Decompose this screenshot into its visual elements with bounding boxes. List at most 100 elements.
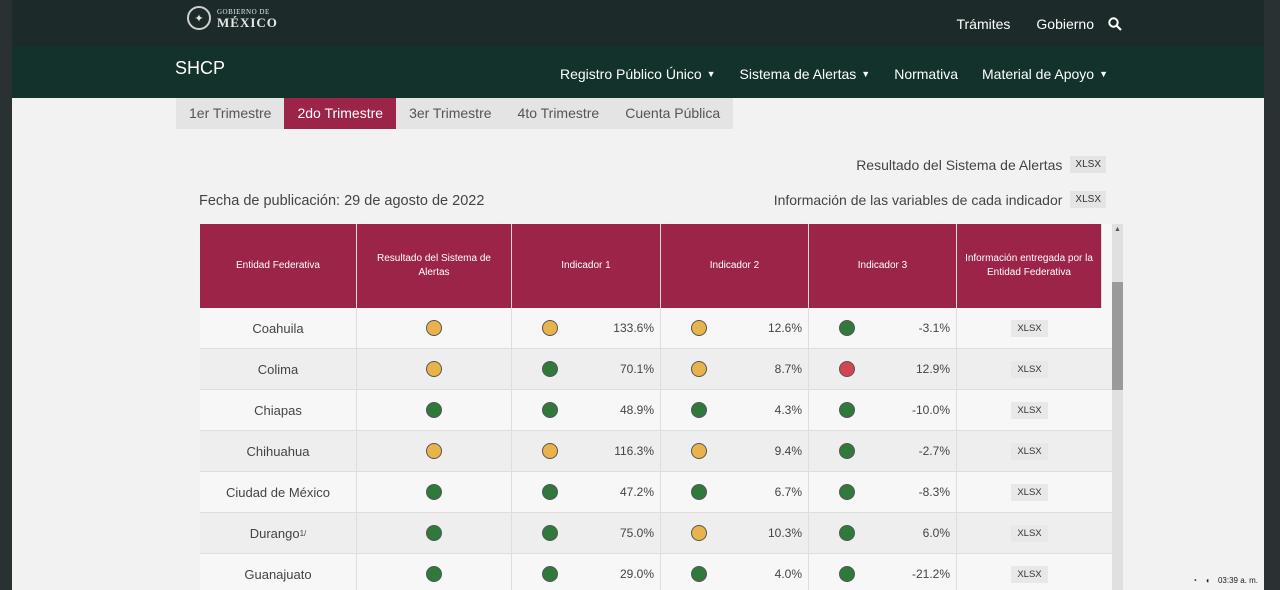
indicador-3-cell: -3.1%	[809, 308, 957, 348]
table-scrollbar[interactable]	[1112, 224, 1123, 590]
tab-1er-trimestre[interactable]: 1er Trimestre	[189, 105, 272, 121]
entidad-cell: Durango 1/	[200, 513, 357, 553]
informacion-cell: XLSX	[957, 431, 1102, 471]
xlsx-download-button[interactable]: XLSX	[1011, 360, 1048, 378]
xlsx-download-button[interactable]: XLSX	[1011, 565, 1048, 583]
chevron-down-icon: ▼	[706, 69, 716, 79]
indicador-2-value: 6.7%	[774, 485, 802, 499]
indicador-1-cell: 133.6%	[512, 308, 661, 348]
header-indicador-3: Indicador 3	[809, 224, 957, 308]
system-tray: ◔ ◖ 03:39 a. m.	[1124, 570, 1264, 590]
indicador-1-cell: 47.2%	[512, 472, 661, 512]
indicador-1-value: 70.1%	[619, 362, 654, 376]
monitor-bezel-left	[0, 0, 12, 590]
indicador-3-value: 6.0%	[922, 526, 950, 540]
header-resultado: Resultado del Sistema de Alertas	[357, 224, 512, 308]
xlsx-download-button[interactable]: XLSX	[1011, 401, 1048, 419]
monitor-bezel-right	[1264, 0, 1280, 590]
informacion-xlsx-button[interactable]: XLSX	[1070, 191, 1106, 208]
indicador-3-cell: 6.0%	[809, 513, 957, 553]
informacion-cell: XLSX	[957, 472, 1102, 512]
status-dot-icon	[426, 443, 442, 459]
status-dot-icon	[426, 484, 442, 500]
search-icon[interactable]	[1108, 17, 1122, 36]
status-dot-icon	[542, 566, 558, 582]
indicador-1-cell: 75.0%	[512, 513, 661, 553]
indicador-2-value: 9.4%	[774, 444, 802, 458]
gobierno-link[interactable]: Gobierno	[1036, 16, 1094, 32]
indicador-3-value: -21.2%	[911, 567, 950, 581]
agency-nav: Registro Público Único ▼ Sistema de Alert…	[560, 66, 1108, 82]
xlsx-download-button[interactable]: XLSX	[1011, 524, 1048, 542]
tab-3er-trimestre[interactable]: 3er Trimestre	[409, 105, 492, 121]
scrollbar-thumb[interactable]	[1112, 282, 1123, 390]
wifi-icon[interactable]: ◔	[1192, 575, 1198, 585]
indicador-2-cell: 8.7%	[661, 349, 809, 389]
indicador-1-cell: 29.0%	[512, 554, 661, 590]
status-dot-icon	[542, 320, 558, 336]
entidad-cell: Chiapas	[200, 390, 357, 430]
table-row: Chihuahua 116.3% 9.4% -2.7% XLSX	[200, 431, 1112, 472]
resultado-cell	[357, 554, 512, 590]
resultado-xlsx-button[interactable]: XLSX	[1070, 156, 1106, 173]
clock[interactable]: 03:39 a. m.	[1217, 575, 1258, 585]
indicador-2-value: 10.3%	[767, 526, 802, 540]
status-dot-icon	[426, 525, 442, 541]
entidad-cell: Coahuila	[200, 308, 357, 348]
resultado-link[interactable]: Resultado del Sistema de Alertas	[856, 156, 1063, 173]
indicador-1-value: 48.9%	[619, 403, 654, 417]
status-dot-icon	[691, 320, 707, 336]
agency-header: SHCP Registro Público Único ▼ Sistema de …	[12, 46, 1264, 98]
logo-main-text: MÉXICO	[217, 14, 278, 30]
volume-icon[interactable]: ◖	[1205, 575, 1210, 585]
informacion-cell: XLSX	[957, 554, 1102, 590]
status-dot-icon	[542, 443, 558, 459]
xlsx-download-button[interactable]: XLSX	[1011, 483, 1048, 501]
indicador-3-value: -8.3%	[918, 485, 950, 499]
nav-sistema-de-alertas[interactable]: Sistema de Alertas ▼	[739, 66, 871, 82]
nav-material-de-apoyo[interactable]: Material de Apoyo ▼	[982, 66, 1108, 82]
xlsx-download-button[interactable]: XLSX	[1011, 319, 1048, 337]
indicador-3-cell: -8.3%	[809, 472, 957, 512]
entidad-cell: Colima	[200, 349, 357, 389]
informacion-cell: XLSX	[957, 349, 1102, 389]
nav-registro-publico-unico[interactable]: Registro Público Único ▼	[560, 66, 716, 82]
informacion-link[interactable]: Información de las variables de cada ind…	[773, 191, 1063, 208]
tramites-link[interactable]: Trámites	[956, 16, 1011, 32]
informacion-cell: XLSX	[957, 390, 1102, 430]
indicador-1-cell: 70.1%	[512, 349, 661, 389]
gobierno-logo[interactable]: ✦ GOBIERNO DE MÉXICO	[187, 6, 278, 30]
indicador-2-value: 4.0%	[774, 567, 802, 581]
indicador-3-cell: -10.0%	[809, 390, 957, 430]
indicador-2-value: 4.3%	[774, 403, 802, 417]
scroll-up-arrow-icon[interactable]: ▲	[1114, 226, 1121, 233]
entidad-name: Colima	[257, 361, 299, 377]
resultado-cell	[357, 349, 512, 389]
entidad-name: Coahuila	[252, 320, 304, 336]
tab-4to-trimestre[interactable]: 4to Trimestre	[517, 105, 600, 121]
indicador-1-value: 47.2%	[619, 485, 654, 499]
status-dot-icon	[839, 443, 855, 459]
indicador-3-value: -3.1%	[918, 321, 950, 335]
indicador-2-cell: 9.4%	[661, 431, 809, 471]
nav-normativa[interactable]: Normativa	[894, 66, 958, 82]
resultado-cell	[357, 308, 512, 348]
status-dot-icon	[691, 361, 707, 377]
xlsx-download-button[interactable]: XLSX	[1011, 442, 1048, 460]
entidad-name: Durango	[249, 525, 300, 541]
indicador-2-cell: 6.7%	[661, 472, 809, 512]
agency-name[interactable]: SHCP	[175, 58, 226, 78]
status-dot-icon	[426, 320, 442, 336]
status-dot-icon	[426, 566, 442, 582]
tab-cuenta-publica[interactable]: Cuenta Pública	[625, 105, 721, 121]
resultado-cell	[357, 513, 512, 553]
status-dot-icon	[839, 525, 855, 541]
indicador-1-value: 29.0%	[619, 567, 654, 581]
indicador-2-value: 12.6%	[767, 321, 802, 335]
status-dot-icon	[542, 525, 558, 541]
chevron-down-icon: ▼	[1099, 69, 1108, 79]
status-dot-icon	[542, 484, 558, 500]
indicador-3-value: -10.0%	[911, 403, 950, 417]
entidad-name: Ciudad de México	[225, 484, 331, 500]
tab-2do-trimestre[interactable]: 2do Trimestre	[284, 98, 397, 129]
